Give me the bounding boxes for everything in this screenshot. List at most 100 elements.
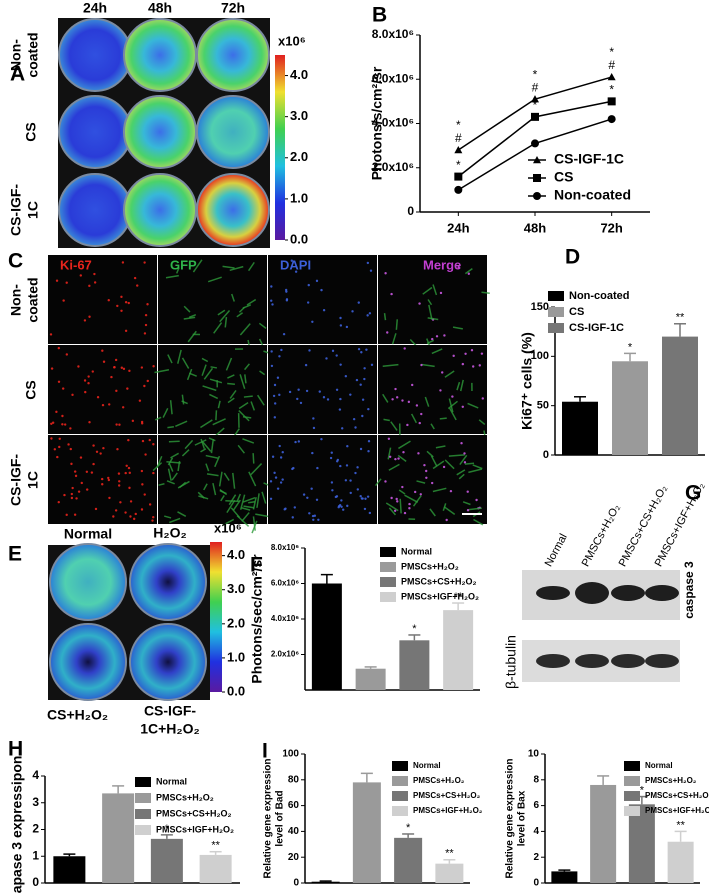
nucleus — [443, 334, 446, 337]
y-tick-label: 0 — [32, 875, 39, 889]
nucleus — [367, 450, 370, 453]
cell — [387, 447, 392, 460]
nucleus — [115, 389, 118, 393]
cell — [452, 326, 463, 330]
legend-swatch — [135, 809, 151, 819]
cell — [226, 499, 236, 514]
nucleus — [140, 422, 144, 425]
lane-label: PMSCs+H₂O₂ — [580, 502, 623, 568]
cell — [243, 395, 253, 398]
nucleus — [152, 516, 155, 519]
cell — [236, 493, 242, 502]
cell — [390, 421, 398, 431]
marker — [531, 139, 539, 148]
nucleus — [352, 417, 356, 421]
nucleus — [418, 421, 421, 425]
nucleus — [407, 400, 411, 404]
nucleus — [93, 281, 97, 284]
nucleus — [148, 503, 152, 506]
nucleus — [281, 478, 284, 481]
bar — [355, 668, 386, 690]
nucleus — [63, 423, 67, 426]
legend-swatch — [135, 825, 151, 835]
legend-swatch — [392, 761, 408, 771]
legend-swatch — [392, 791, 408, 801]
nucleus — [368, 511, 372, 515]
panel-letter: F — [250, 554, 263, 577]
y-tick-label: 0 — [293, 878, 299, 889]
nucleus — [118, 480, 121, 483]
nucleus — [77, 365, 80, 368]
y-tick-label: 150 — [531, 301, 549, 313]
nucleus — [280, 348, 283, 352]
nucleus — [120, 309, 123, 312]
nucleus — [95, 450, 99, 453]
nucleus — [116, 304, 119, 308]
nucleus — [79, 456, 83, 459]
nucleus — [395, 396, 399, 399]
cell — [467, 402, 479, 409]
nucleus — [339, 397, 342, 401]
nucleus — [270, 350, 273, 353]
nucleus — [480, 352, 484, 355]
nucleus — [481, 397, 484, 400]
nucleus — [88, 315, 91, 318]
nucleus — [394, 387, 397, 391]
y-tick-label: 4 — [32, 768, 39, 782]
marker — [531, 95, 539, 103]
cell — [374, 478, 382, 487]
nucleus — [290, 259, 293, 262]
cell — [227, 382, 235, 386]
cell — [238, 306, 246, 313]
cell — [209, 378, 223, 384]
nucleus — [118, 423, 121, 426]
annotation: * — [412, 623, 417, 635]
row-label: CS-IGF- — [8, 454, 24, 506]
legend-label: Normal — [401, 546, 432, 556]
cell — [430, 455, 438, 467]
row-label: 1C — [25, 201, 41, 219]
cell — [181, 394, 185, 405]
panel-letter: G — [685, 482, 701, 505]
cell — [222, 265, 235, 269]
nucleus — [278, 393, 281, 397]
cell — [382, 363, 399, 367]
nucleus — [120, 366, 124, 369]
bar — [199, 854, 232, 883]
nucleus — [322, 396, 326, 399]
cell — [212, 482, 217, 496]
marker — [454, 185, 463, 194]
cell — [428, 304, 433, 320]
marker — [607, 73, 616, 81]
nucleus — [151, 519, 154, 522]
nucleus — [342, 508, 345, 511]
nucleus — [363, 377, 366, 381]
nucleus — [423, 463, 426, 467]
nucleus — [367, 407, 370, 411]
nucleus — [128, 471, 131, 475]
nucleus — [140, 469, 144, 473]
nucleus — [370, 363, 374, 367]
column-label: 48h — [148, 0, 172, 16]
bar — [150, 838, 183, 883]
nucleus — [311, 320, 314, 323]
bar — [399, 640, 430, 690]
legend-swatch — [380, 577, 396, 587]
legend-label: PMSCs+CS+H₂O₂ — [156, 808, 232, 818]
cell — [205, 463, 210, 472]
nucleus — [124, 329, 128, 333]
nucleus — [470, 349, 474, 352]
cell — [258, 338, 264, 346]
colorbar-tick-label: 0.0 — [227, 683, 245, 698]
nucleus — [50, 422, 53, 425]
cell — [177, 460, 181, 472]
nucleus — [464, 352, 467, 355]
cell — [175, 267, 180, 274]
nucleus — [335, 388, 339, 392]
cell — [201, 357, 209, 363]
nucleus — [401, 485, 404, 489]
nucleus — [143, 332, 147, 335]
nucleus — [317, 518, 320, 522]
nucleus — [366, 261, 370, 265]
nucleus — [335, 460, 339, 463]
